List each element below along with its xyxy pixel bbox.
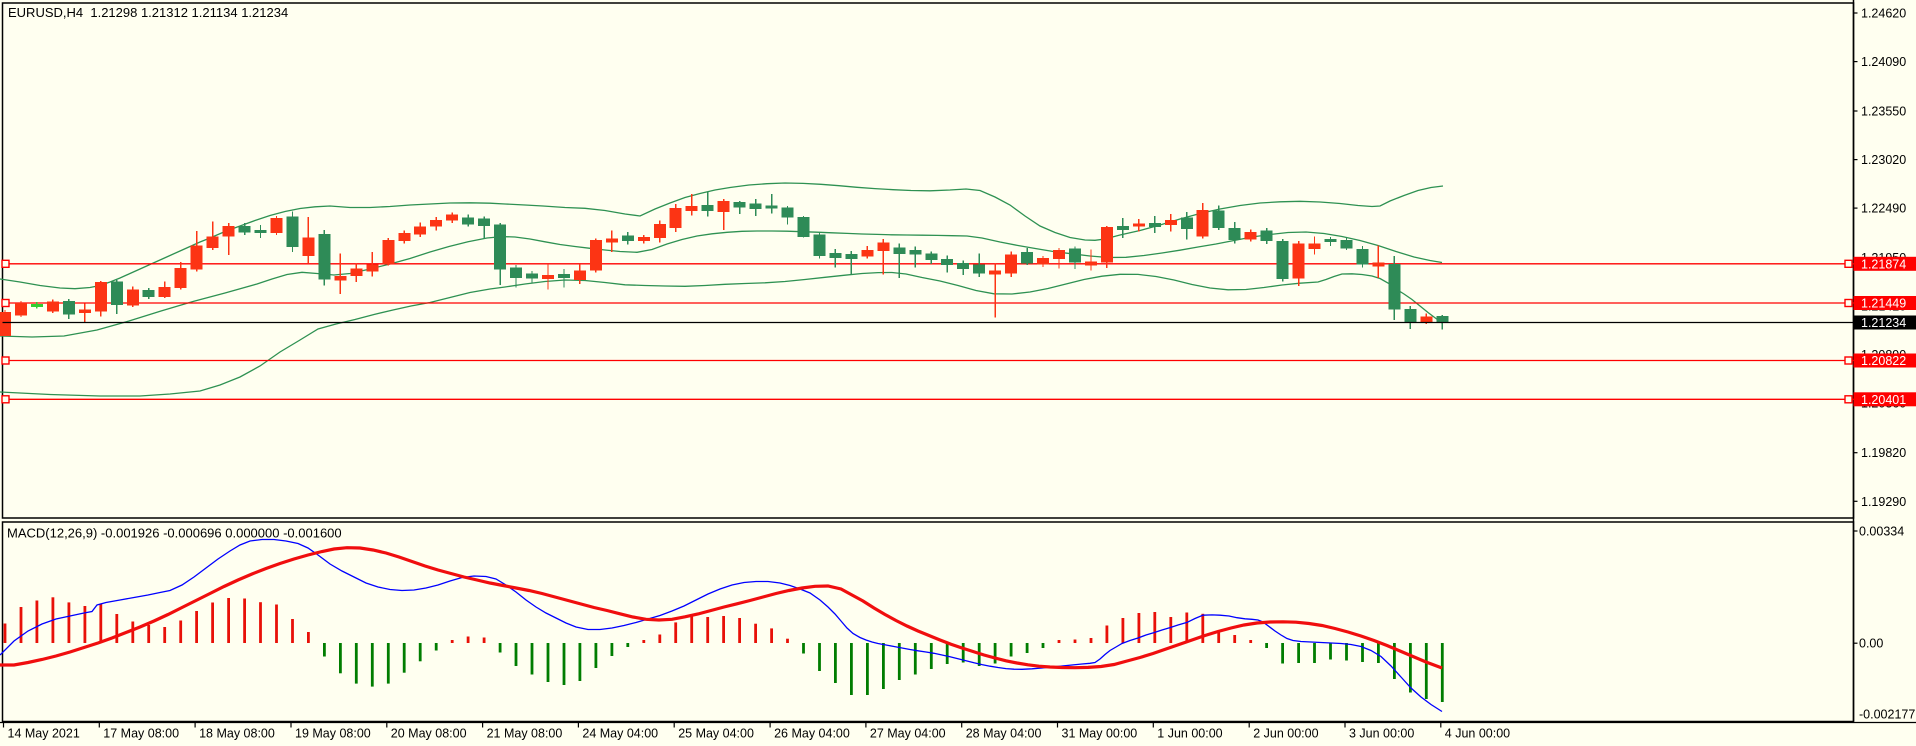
svg-text:EURUSD,H4 1.21298 1.21312 1.2: EURUSD,H4 1.21298 1.21312 1.21134 1.2123… [8, 5, 288, 20]
svg-text:1.20822: 1.20822 [1861, 354, 1906, 368]
svg-text:1.24620: 1.24620 [1861, 7, 1906, 21]
svg-text:14 May 2021: 14 May 2021 [8, 727, 80, 741]
svg-text:28 May 04:00: 28 May 04:00 [966, 727, 1042, 741]
svg-text:1.24090: 1.24090 [1861, 55, 1906, 69]
svg-text:1.21449: 1.21449 [1861, 297, 1906, 311]
svg-text:27 May 04:00: 27 May 04:00 [870, 727, 946, 741]
svg-text:20 May 08:00: 20 May 08:00 [391, 727, 467, 741]
svg-text:4 Jun 00:00: 4 Jun 00:00 [1445, 727, 1510, 741]
svg-text:25 May 04:00: 25 May 04:00 [678, 727, 754, 741]
svg-text:26 May 04:00: 26 May 04:00 [774, 727, 850, 741]
svg-text:31 May 00:00: 31 May 00:00 [1062, 727, 1138, 741]
svg-text:1.23020: 1.23020 [1861, 153, 1906, 167]
svg-text:-0.002177: -0.002177 [1859, 708, 1915, 722]
svg-text:18 May 08:00: 18 May 08:00 [199, 727, 275, 741]
svg-text:2 Jun 00:00: 2 Jun 00:00 [1253, 727, 1318, 741]
svg-text:19 May 08:00: 19 May 08:00 [295, 727, 371, 741]
svg-text:1 Jun 00:00: 1 Jun 00:00 [1157, 727, 1222, 741]
svg-text:1.19290: 1.19290 [1861, 495, 1906, 509]
svg-text:17 May 08:00: 17 May 08:00 [103, 727, 179, 741]
svg-text:1.21234: 1.21234 [1861, 316, 1906, 330]
svg-text:3 Jun 00:00: 3 Jun 00:00 [1349, 727, 1414, 741]
svg-text:21 May 08:00: 21 May 08:00 [487, 727, 563, 741]
svg-text:0.00334: 0.00334 [1859, 525, 1904, 539]
svg-text:1.22490: 1.22490 [1861, 202, 1906, 216]
svg-text:1.19820: 1.19820 [1861, 446, 1906, 460]
svg-text:1.21874: 1.21874 [1861, 257, 1906, 271]
svg-text:1.23550: 1.23550 [1861, 105, 1906, 119]
svg-text:1.20401: 1.20401 [1861, 393, 1906, 407]
svg-text:0.00: 0.00 [1859, 637, 1883, 651]
svg-text:MACD(12,26,9) -0.001926 -0.000: MACD(12,26,9) -0.001926 -0.000696 0.0000… [7, 526, 342, 541]
svg-text:24 May 04:00: 24 May 04:00 [582, 727, 658, 741]
